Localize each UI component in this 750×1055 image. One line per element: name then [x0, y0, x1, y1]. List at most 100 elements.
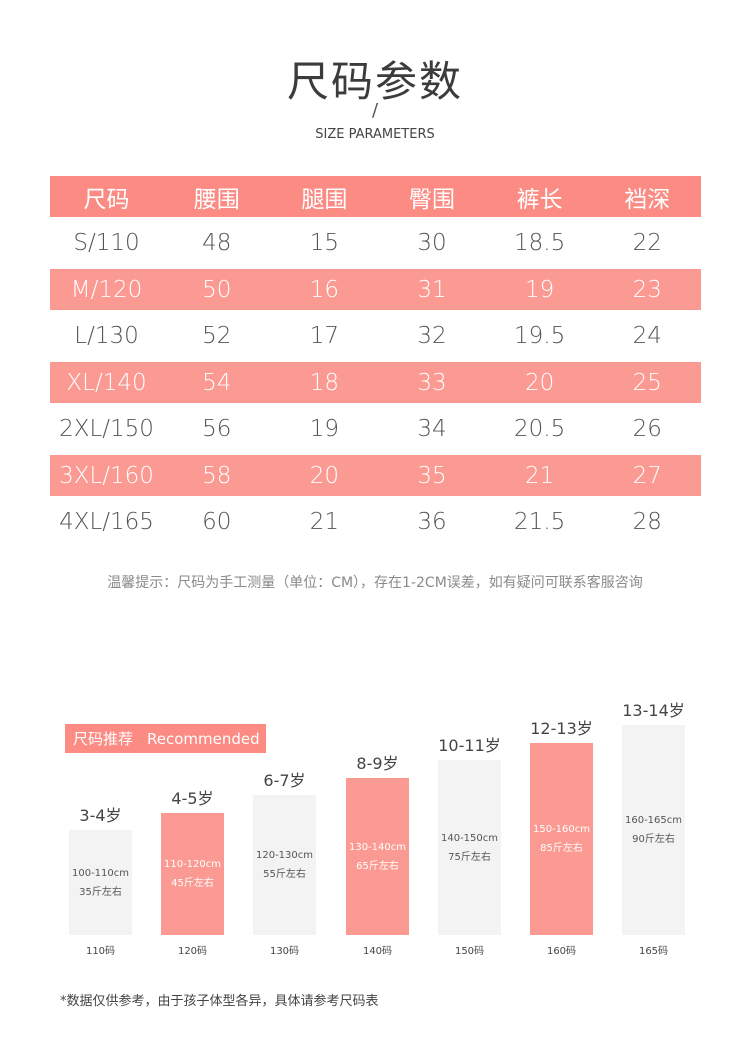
table-cell: 30	[417, 230, 447, 256]
table-cell: 36	[417, 509, 447, 535]
table-cell: 25	[632, 369, 662, 396]
table-cell: 4XL/165	[59, 509, 154, 535]
bar-size-code: 140码	[362, 946, 393, 957]
table-cell: 27	[632, 462, 662, 489]
table-cell: 26	[632, 416, 662, 442]
bar-weight: 85斤左右	[540, 843, 583, 854]
size-bar: 100-110cm 35斤左右	[69, 830, 132, 935]
size-bar: 150-160cm 85斤左右	[530, 743, 593, 935]
bar-size-code: 130码	[269, 946, 300, 957]
table-row: S/110 48 15 30 18.5 22	[50, 217, 701, 269]
table-cell: 18	[309, 369, 340, 396]
table-cell: M/120	[70, 276, 143, 303]
table-row: 4XL/165 60 21 36 21.5 28	[50, 496, 701, 548]
size-bar: 130-140cm 65斤左右	[346, 778, 409, 935]
size-table: 尺码 腰围 腿围 臀围 裤长 裆深 S/110 48 15 30 18.5 22…	[50, 176, 701, 548]
bar-age-label: 6-7岁	[263, 771, 306, 790]
table-row: 3XL/160 58 20 35 21 27	[50, 455, 701, 496]
table-cell: 31	[417, 276, 447, 303]
header-cell: 裆深	[624, 186, 671, 213]
table-cell: 28	[632, 509, 662, 535]
bar-size-code: 120码	[177, 946, 208, 957]
bar-size-code: 160码	[546, 946, 577, 957]
table-cell: 3XL/160	[59, 462, 154, 489]
bar-height-range: 140-150cm	[440, 832, 499, 844]
bar-size-code: 150码	[454, 946, 485, 957]
table-cell: 19.5	[514, 323, 566, 349]
table-cell: S/110	[73, 230, 140, 256]
title-divider: /	[371, 100, 379, 121]
bar-weight: 55斤左右	[263, 869, 306, 880]
table-cell: 20	[524, 369, 555, 396]
bar-size-code: 165码	[638, 946, 669, 957]
table-cell: 56	[202, 416, 232, 442]
table-cell: XL/140	[66, 369, 147, 396]
table-row: L/130 52 17 32 19.5 24	[50, 310, 701, 362]
table-cell: 16	[309, 276, 340, 303]
header-cell: 腿围	[301, 186, 348, 213]
table-cell: 19	[309, 416, 340, 442]
bar-age-label: 12-13岁	[530, 719, 593, 738]
table-row: 2XL/150 56 19 34 20.5 26	[50, 403, 701, 455]
table-cell: 21	[309, 509, 340, 535]
bar-weight: 90斤左右	[632, 834, 675, 845]
table-cell: 18.5	[514, 230, 566, 256]
bar-size-code: 110码	[85, 946, 116, 957]
page-title: 尺码参数	[286, 57, 463, 106]
table-cell: 17	[309, 323, 340, 349]
bar-age-label: 13-14岁	[622, 701, 685, 720]
measurement-note: 温馨提示：尺码为手工测量（单位：CM），存在1-2CM误差，如有疑问可联系客服咨…	[107, 575, 643, 591]
bar-age-label: 3-4岁	[79, 806, 122, 825]
table-cell: 15	[309, 230, 340, 256]
bar-height-range: 120-130cm	[255, 850, 314, 861]
table-row: M/120 50 16 31 19 23	[50, 269, 701, 310]
bar-age-label: 8-9岁	[356, 754, 399, 773]
table-cell: 48	[202, 230, 232, 256]
table-cell: 19	[524, 276, 555, 303]
table-cell: 20.5	[514, 416, 566, 442]
table-cell: 33	[417, 369, 447, 396]
page-subtitle: SIZE PARAMETERS	[315, 127, 435, 142]
bar-height-range: 130-140cm	[348, 841, 407, 853]
table-cell: 32	[417, 323, 447, 349]
bar-height-range: 150-160cm	[532, 824, 591, 835]
size-bar: 110-120cm 45斤左右	[161, 813, 224, 935]
table-cell: 35	[417, 462, 447, 489]
table-cell: 23	[632, 276, 662, 303]
size-bar: 160-165cm 90斤左右	[622, 725, 685, 935]
table-cell: 54	[202, 369, 232, 396]
table-cell: 60	[202, 509, 232, 535]
recommend-label-cn: 尺码推荐	[73, 730, 134, 748]
bar-age-label: 4-5岁	[171, 789, 214, 808]
header-cell: 尺码	[83, 186, 130, 213]
table-cell: 2XL/150	[59, 416, 154, 442]
table-cell: L/130	[74, 323, 139, 349]
table-cell: 34	[417, 416, 447, 442]
recommend-badge: 尺码推荐 Recommended	[65, 724, 266, 753]
bar-weight: 65斤左右	[356, 860, 399, 872]
table-cell: 21.5	[514, 509, 566, 535]
table-cell: 24	[632, 323, 662, 349]
header-cell: 裤长	[516, 186, 563, 213]
bar-height-range: 100-110cm	[71, 867, 130, 879]
table-cell: 21	[524, 462, 555, 489]
recommend-label-en: Recommended	[147, 729, 260, 748]
bar-weight: 75斤左右	[448, 851, 491, 863]
bar-weight: 45斤左右	[171, 878, 214, 889]
header-cell: 腰围	[193, 186, 240, 213]
table-cell: 58	[202, 462, 232, 489]
bar-weight: 35斤左右	[79, 886, 122, 898]
bar-age-label: 10-11岁	[438, 736, 501, 755]
table-cell: 52	[202, 323, 232, 349]
table-row: XL/140 54 18 33 20 25	[50, 362, 701, 403]
table-header-row: 尺码 腰围 腿围 臀围 裤长 裆深	[50, 176, 701, 217]
size-bar: 120-130cm 55斤左右	[253, 795, 316, 935]
table-cell: 50	[202, 276, 232, 303]
footnote: *数据仅供参考，由于孩子体型各异，具体请参考尺码表	[60, 994, 379, 1009]
table-cell: 20	[309, 462, 340, 489]
table-cell: 22	[632, 230, 662, 256]
bar-height-range: 110-120cm	[163, 859, 222, 870]
bar-height-range: 160-165cm	[624, 815, 683, 826]
header-cell: 臀围	[409, 186, 455, 213]
size-bar: 140-150cm 75斤左右	[438, 760, 501, 935]
